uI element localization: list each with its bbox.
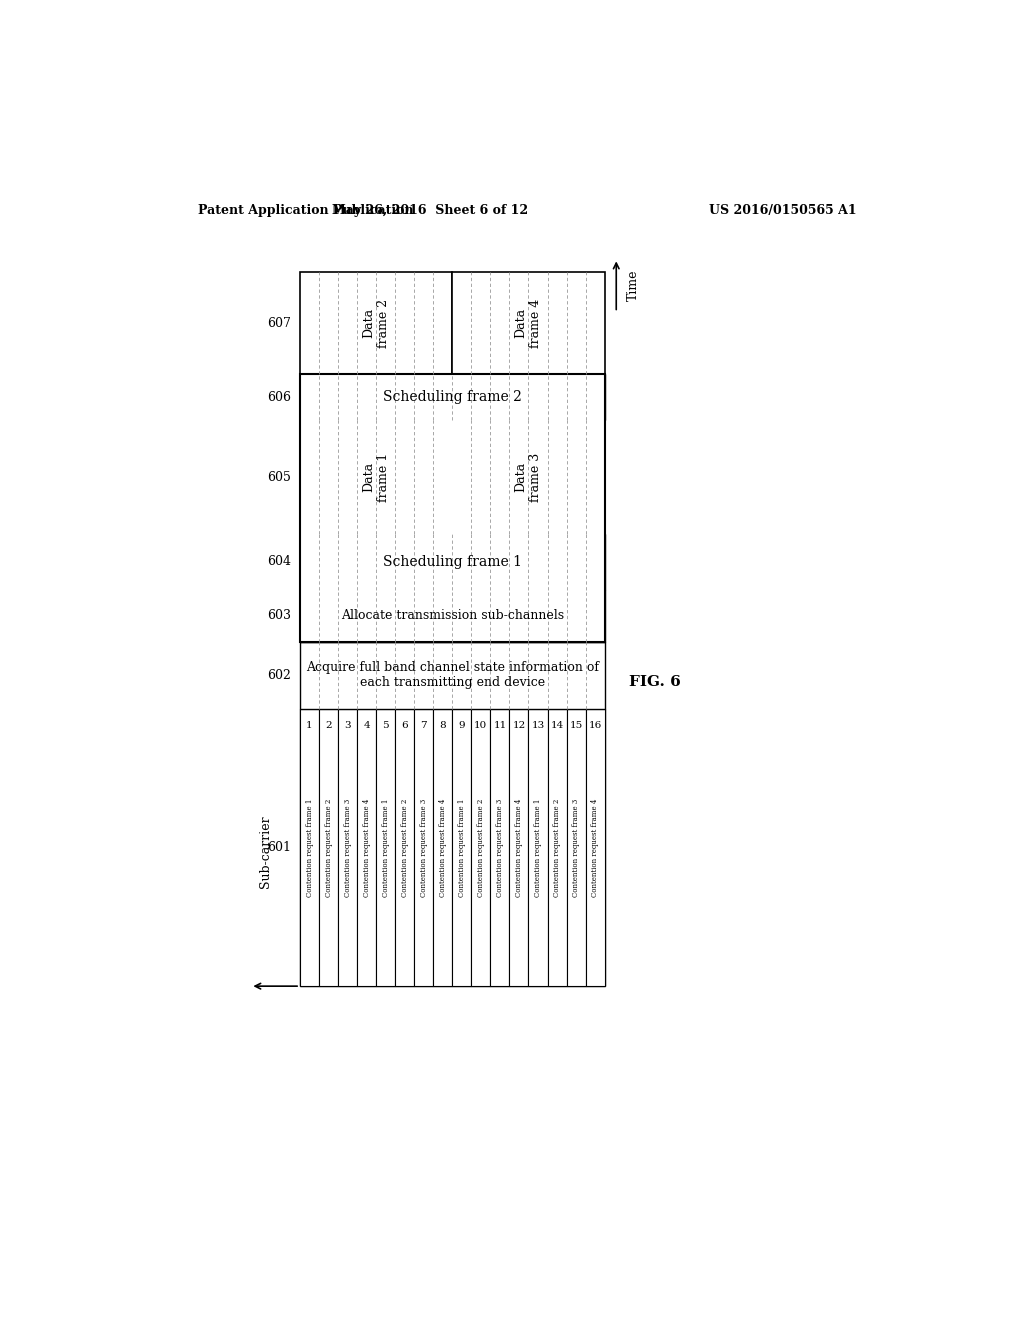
Bar <box>453 709 471 986</box>
Bar <box>415 709 433 986</box>
Text: Contention request frame 4: Contention request frame 4 <box>362 799 371 896</box>
Text: 15: 15 <box>569 722 583 730</box>
Text: 602: 602 <box>267 669 291 682</box>
Text: Scheduling frame 1: Scheduling frame 1 <box>383 554 522 569</box>
Text: 2: 2 <box>326 722 332 730</box>
Text: Data
frame 2: Data frame 2 <box>362 298 390 347</box>
Bar <box>300 374 604 642</box>
Text: 1: 1 <box>306 722 313 730</box>
Bar <box>395 709 415 986</box>
Text: Allocate transmission sub-channels: Allocate transmission sub-channels <box>341 610 564 622</box>
Bar <box>433 709 453 986</box>
Bar <box>300 272 453 374</box>
Bar <box>338 709 357 986</box>
Bar <box>300 709 604 986</box>
Text: Data
frame 1: Data frame 1 <box>362 453 390 502</box>
Bar <box>300 709 319 986</box>
Text: Contention request frame 2: Contention request frame 2 <box>400 799 409 896</box>
Bar <box>490 709 510 986</box>
Text: Contention request frame 4: Contention request frame 4 <box>515 799 523 896</box>
Text: Contention request frame 1: Contention request frame 1 <box>305 799 313 896</box>
Text: Contention request frame 3: Contention request frame 3 <box>572 799 580 896</box>
Text: 10: 10 <box>474 722 487 730</box>
Text: 14: 14 <box>551 722 563 730</box>
Text: 12: 12 <box>512 722 525 730</box>
Text: 11: 11 <box>494 722 507 730</box>
Text: Data
frame 3: Data frame 3 <box>514 453 543 502</box>
Text: Contention request frame 2: Contention request frame 2 <box>553 799 561 896</box>
Text: 3: 3 <box>344 722 351 730</box>
Text: Sub-carrier: Sub-carrier <box>259 814 272 888</box>
Text: 4: 4 <box>364 722 370 730</box>
Bar <box>300 642 604 709</box>
Text: 7: 7 <box>421 722 427 730</box>
Text: 8: 8 <box>439 722 446 730</box>
Text: May 26, 2016  Sheet 6 of 12: May 26, 2016 Sheet 6 of 12 <box>332 205 528 218</box>
Bar <box>528 709 548 986</box>
Bar <box>300 535 604 590</box>
Bar <box>453 420 604 535</box>
Text: Scheduling frame 2: Scheduling frame 2 <box>383 391 522 404</box>
Text: Patent Application Publication: Patent Application Publication <box>198 205 414 218</box>
Text: US 2016/0150565 A1: US 2016/0150565 A1 <box>710 205 857 218</box>
Text: Contention request frame 3: Contention request frame 3 <box>344 799 351 896</box>
Text: 606: 606 <box>266 391 291 404</box>
Text: Contention request frame 1: Contention request frame 1 <box>382 799 390 896</box>
Text: Contention request frame 2: Contention request frame 2 <box>325 799 333 896</box>
Text: Contention request frame 3: Contention request frame 3 <box>496 799 504 896</box>
Bar <box>357 709 376 986</box>
Bar <box>548 709 566 986</box>
Text: 607: 607 <box>267 317 291 330</box>
Bar <box>566 709 586 986</box>
Text: Contention request frame 1: Contention request frame 1 <box>458 799 466 896</box>
Text: Contention request frame 4: Contention request frame 4 <box>439 799 446 896</box>
Text: Data
frame 4: Data frame 4 <box>514 298 543 347</box>
Text: 603: 603 <box>266 610 291 622</box>
Bar <box>586 709 604 986</box>
Text: Time: Time <box>627 269 640 301</box>
Text: 6: 6 <box>401 722 408 730</box>
Bar <box>453 272 604 374</box>
Text: 5: 5 <box>382 722 389 730</box>
Text: Contention request frame 4: Contention request frame 4 <box>591 799 599 896</box>
Bar <box>319 709 338 986</box>
Text: 16: 16 <box>589 722 602 730</box>
Text: Contention request frame 1: Contention request frame 1 <box>534 799 542 896</box>
Text: FIG. 6: FIG. 6 <box>629 675 681 689</box>
Bar <box>471 709 490 986</box>
Bar <box>300 420 453 535</box>
Text: 604: 604 <box>266 556 291 569</box>
Text: 601: 601 <box>266 841 291 854</box>
Bar <box>376 709 395 986</box>
Text: Contention request frame 3: Contention request frame 3 <box>420 799 428 896</box>
Bar <box>300 374 604 420</box>
Bar <box>300 590 604 642</box>
Text: 13: 13 <box>531 722 545 730</box>
Text: 605: 605 <box>267 471 291 483</box>
Text: Acquire full band channel state information of
each transmitting end device: Acquire full band channel state informat… <box>306 661 599 689</box>
Text: 9: 9 <box>459 722 465 730</box>
Bar <box>510 709 528 986</box>
Text: Contention request frame 2: Contention request frame 2 <box>477 799 485 896</box>
